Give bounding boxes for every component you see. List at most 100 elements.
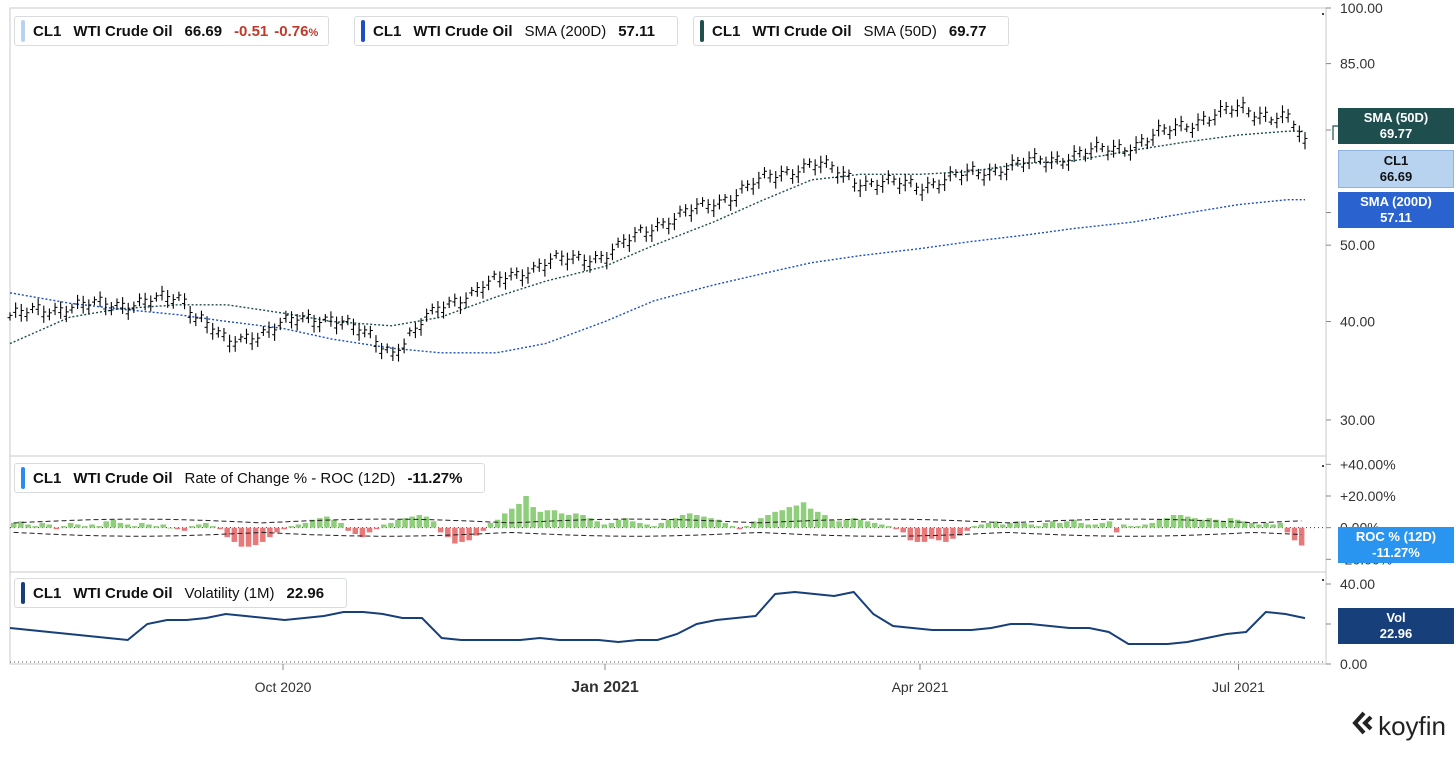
roc-bar	[373, 527, 380, 530]
tag-cl1-value: 66.69	[1379, 169, 1413, 184]
x-axis-label: Jan 2021	[571, 679, 639, 696]
tag-cl1: CL1 66.69	[1338, 150, 1454, 188]
legend-roc-indicator: Rate of Change % - ROC (12D)	[184, 469, 396, 487]
koyfin-chevron-icon	[1352, 711, 1374, 742]
vol-axis-label: 40.00	[1340, 576, 1375, 592]
roc-bar	[914, 527, 921, 542]
roc-bar	[1185, 516, 1191, 528]
roc-bar	[921, 527, 928, 542]
legend-roc[interactable]: CL1 WTI Crude Oil Rate of Change % - ROC…	[14, 463, 486, 493]
legend-sma50[interactable]: CL1 WTI Crude Oil SMA (50D) 69.77	[693, 16, 1010, 46]
roc-bar	[466, 527, 472, 541]
price-axis-label: 85.00	[1340, 56, 1375, 72]
roc-bar	[1014, 521, 1020, 528]
roc-bar	[1270, 524, 1276, 528]
roc-bar	[985, 522, 992, 528]
tag-roc: ROC % (12D) -11.27%	[1338, 527, 1454, 563]
roc-bar	[1206, 518, 1212, 528]
roc-axis-label: +40.00%	[1340, 456, 1396, 472]
roc-bar	[1170, 515, 1177, 528]
tag-sma200-value: 57.11	[1380, 210, 1412, 225]
roc-bar	[992, 521, 999, 528]
roc-bar	[594, 521, 600, 528]
roc-bar	[252, 527, 259, 546]
roc-bar	[893, 527, 899, 530]
roc-bar	[210, 526, 216, 528]
roc-bar	[551, 510, 558, 528]
volatility-line	[9, 590, 1306, 645]
roc-bar	[324, 516, 330, 528]
roc-bar	[857, 519, 864, 528]
legend-main-value: 66.69	[184, 22, 223, 40]
roc-bar	[637, 522, 643, 528]
roc-bar	[1071, 519, 1077, 528]
sma-line-200d	[9, 199, 1305, 354]
roc-bar	[260, 527, 266, 542]
roc-bar	[800, 502, 807, 528]
roc-bar	[11, 522, 17, 528]
roc-bar	[153, 526, 159, 528]
legend-sma200-indicator: SMA (200D)	[524, 22, 607, 40]
roc-bar	[1007, 522, 1013, 528]
roc-bar	[1049, 521, 1056, 528]
tag-sma200: SMA (200D) 57.11	[1338, 192, 1454, 228]
roc-bar	[751, 521, 757, 528]
roc-bar	[530, 507, 536, 528]
tag-sma50-label: SMA (50D)	[1363, 110, 1429, 125]
roc-bar	[366, 527, 373, 533]
tag-sma50: SMA (50D) 69.77	[1338, 108, 1454, 144]
legend-sma50-swatch	[700, 20, 704, 42]
roc-bar	[779, 510, 785, 528]
legend-sma200-name: WTI Crude Oil	[413, 22, 513, 40]
roc-bar	[608, 522, 615, 528]
roc-bar	[131, 526, 138, 528]
roc-bar	[743, 526, 750, 528]
roc-bar	[487, 522, 494, 528]
legend-main-name: WTI Crude Oil	[73, 22, 173, 40]
roc-bar	[381, 524, 387, 528]
legend-main[interactable]: CL1 WTI Crude Oil 66.69 -0.51 -0.76%	[14, 16, 330, 46]
roc-bar	[651, 526, 657, 528]
roc-bar	[345, 527, 351, 531]
price-axis-label: 40.00	[1340, 314, 1375, 330]
roc-bar	[75, 524, 81, 528]
legend-sma50-indicator: SMA (50D)	[863, 22, 937, 40]
roc-bar	[964, 527, 970, 531]
sma50-step-marker	[1332, 125, 1340, 140]
roc-bar	[160, 524, 166, 528]
roc-bar	[1263, 522, 1269, 528]
roc-bar	[1298, 527, 1305, 546]
roc-bar	[316, 518, 323, 528]
roc-bar	[494, 519, 501, 528]
x-axis-label: Jul 2021	[1212, 679, 1265, 695]
roc-bar	[1128, 526, 1134, 528]
legend-main-change: -0.51	[234, 22, 269, 40]
roc-bar	[950, 527, 956, 539]
roc-bar	[701, 516, 707, 528]
roc-bar	[836, 521, 842, 528]
legend-sma200[interactable]: CL1 WTI Crude Oil SMA (200D) 57.11	[354, 16, 678, 46]
roc-bar	[658, 522, 665, 528]
tag-vol-label: Vol	[1386, 610, 1406, 625]
roc-bar	[1163, 518, 1170, 528]
roc-bar	[708, 518, 714, 528]
tag-sma50-value: 69.77	[1379, 126, 1413, 141]
roc-bar	[89, 524, 95, 528]
legend-main-change-pct-value: -0.76	[274, 22, 309, 40]
roc-bar	[1121, 524, 1127, 528]
legend-vol[interactable]: CL1 WTI Crude Oil Volatility (1M) 22.96	[14, 578, 348, 608]
roc-bar	[224, 527, 230, 538]
roc-bar	[509, 508, 515, 528]
roc-bar	[864, 521, 871, 528]
roc-bar	[1021, 522, 1027, 528]
legend-sma50-ticker: CL1	[712, 22, 741, 40]
roc-bar	[146, 524, 152, 528]
tag-vol: Vol 22.96	[1338, 608, 1454, 644]
roc-bar	[473, 527, 480, 536]
roc-bar	[879, 524, 885, 528]
roc-bar	[1035, 526, 1042, 528]
roc-bar	[679, 515, 686, 528]
roc-bar	[338, 522, 344, 528]
